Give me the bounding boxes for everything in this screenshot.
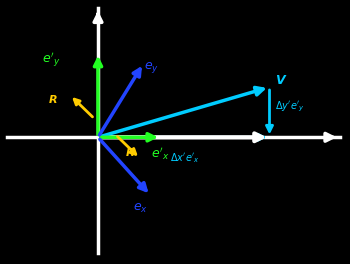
Text: $e_y$: $e_y$: [144, 60, 159, 75]
Text: $\Delta y' e'_y$: $\Delta y' e'_y$: [275, 100, 305, 114]
Text: $e'_x$: $e'_x$: [150, 146, 169, 163]
Text: V: V: [275, 74, 284, 87]
Text: R: R: [126, 148, 135, 158]
Text: $\Delta x' e'_x$: $\Delta x' e'_x$: [170, 151, 200, 165]
Text: $e_x$: $e_x$: [133, 202, 148, 215]
Text: R: R: [49, 95, 58, 105]
Text: $e'_y$: $e'_y$: [42, 51, 61, 69]
